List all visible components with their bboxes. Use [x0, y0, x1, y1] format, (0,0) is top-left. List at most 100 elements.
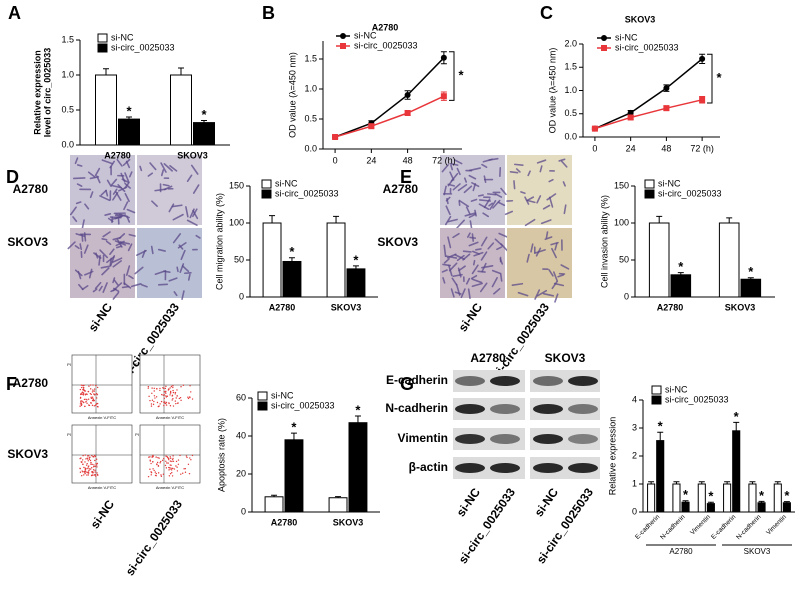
- column-label: si-NC: [454, 485, 484, 519]
- event: [80, 401, 82, 403]
- event: [177, 402, 179, 404]
- cell: [526, 253, 530, 263]
- event: [96, 393, 99, 396]
- series-line: [594, 99, 703, 130]
- cell: [128, 274, 134, 280]
- x-tick-label: 48: [403, 155, 413, 165]
- flow-frame: [139, 354, 201, 414]
- event: [156, 388, 158, 390]
- cell: [542, 292, 555, 297]
- legend-swatch: [651, 395, 662, 405]
- event: [153, 387, 155, 390]
- error-bar: [698, 481, 705, 484]
- significance: *: [759, 488, 765, 503]
- marker: [627, 114, 634, 121]
- flow-plot: Annexin V-FITC PI: [135, 354, 201, 420]
- cell: [520, 191, 526, 195]
- error-bar: [352, 265, 359, 269]
- event: [79, 457, 81, 460]
- event: [92, 469, 95, 471]
- event: [91, 396, 94, 398]
- event: [148, 395, 150, 398]
- cell: [471, 278, 483, 284]
- panel-label: D: [6, 167, 19, 187]
- event: [95, 458, 98, 460]
- cell: [69, 206, 77, 216]
- event: [80, 392, 82, 395]
- event: [185, 455, 188, 457]
- event: [169, 468, 171, 470]
- cell: [550, 241, 559, 246]
- cell: [494, 192, 503, 198]
- legend-label: si-NC: [615, 32, 638, 42]
- cell: [187, 273, 191, 281]
- event: [176, 389, 178, 391]
- event: [83, 393, 85, 395]
- cell: [548, 196, 554, 208]
- micrograph: [131, 228, 202, 300]
- cell: [457, 267, 462, 278]
- bar: [328, 497, 348, 513]
- x-tick-label: A2780: [271, 517, 298, 527]
- column-label: si-circ_0025033: [490, 300, 553, 381]
- cell: [481, 265, 494, 269]
- cell: [524, 196, 530, 205]
- event: [172, 391, 175, 394]
- event: [184, 467, 187, 470]
- cell: [470, 198, 478, 202]
- cell: [487, 193, 497, 196]
- cell: [172, 233, 182, 244]
- micrograph: [137, 155, 202, 226]
- error-bar: [783, 501, 790, 503]
- event: [191, 398, 194, 400]
- y-tick-label: 60: [236, 392, 246, 402]
- event: [147, 385, 150, 388]
- event: [152, 468, 154, 470]
- cell: [447, 183, 455, 187]
- micrograph: [507, 228, 572, 303]
- cell: [527, 170, 531, 177]
- column-label: si-NC: [86, 300, 116, 334]
- error-bar: [774, 481, 781, 484]
- cell: [450, 164, 454, 171]
- event: [91, 391, 94, 393]
- blot-band: [490, 434, 520, 444]
- legend-label: si-circ_0025033: [665, 394, 729, 404]
- cell: [79, 243, 83, 251]
- cell: [99, 249, 109, 259]
- cell: [456, 254, 465, 262]
- event: [175, 402, 177, 405]
- event: [86, 402, 88, 404]
- blot-band: [490, 376, 520, 386]
- cell: [115, 245, 122, 249]
- y-tick-label: 0.5: [61, 104, 74, 114]
- row-label: A2780: [13, 376, 49, 390]
- x-tick-label: N-cadherin: [659, 513, 687, 541]
- x-tick-label: E-cadherin: [634, 513, 661, 540]
- event: [180, 386, 182, 388]
- event: [153, 400, 155, 403]
- cell: [77, 270, 82, 280]
- x-tick-label: A2780: [104, 150, 131, 160]
- cell: [445, 255, 458, 259]
- event: [82, 463, 84, 465]
- cell: [560, 160, 568, 168]
- column-label: si-NC: [532, 485, 562, 519]
- significance: *: [734, 409, 740, 424]
- cell: [534, 289, 541, 300]
- event: [149, 468, 151, 470]
- y-axis-label: OD value (λ=450 nm): [287, 52, 297, 138]
- cell: [109, 257, 112, 267]
- cell: [190, 164, 199, 175]
- legend-swatch: [257, 391, 268, 401]
- event: [94, 455, 97, 458]
- bar: [284, 439, 304, 513]
- bar: [262, 222, 282, 298]
- cell: [448, 262, 458, 272]
- event: [93, 394, 96, 396]
- cell: [112, 260, 122, 268]
- event: [87, 455, 89, 457]
- event: [96, 464, 98, 466]
- cell: [515, 168, 521, 173]
- bar: [723, 483, 732, 513]
